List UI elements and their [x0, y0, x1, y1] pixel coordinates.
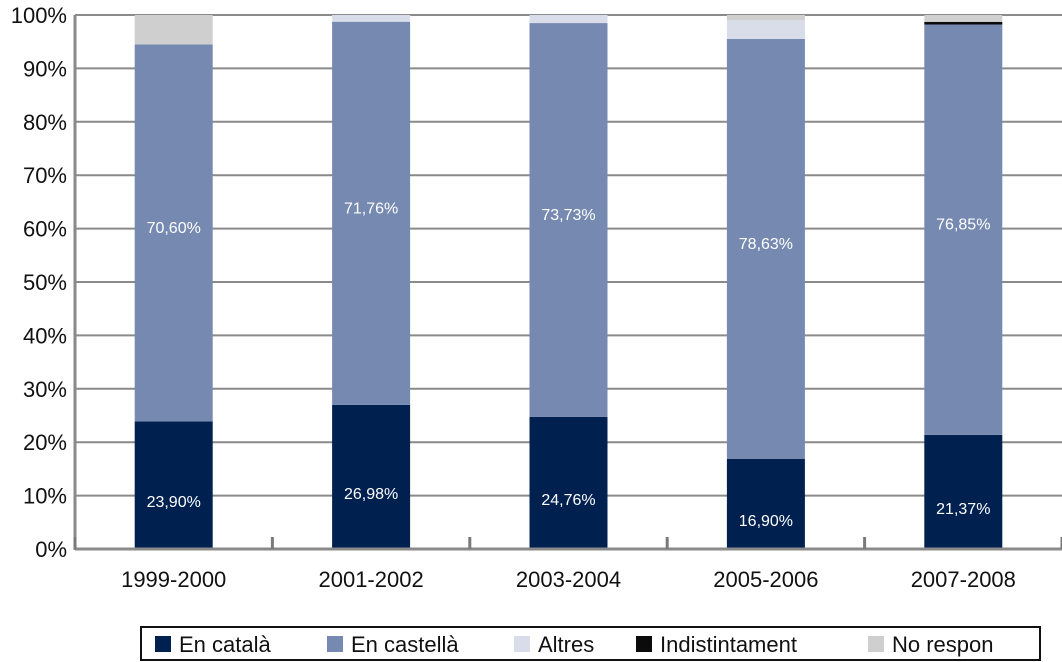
y-tick-label: 100% [11, 3, 67, 28]
data-labels: 23,90% 70,60% 26,98% 71,76% 24,76% 73,73% 16,9… [147, 200, 991, 530]
bar-segment [924, 24, 1003, 435]
bar-segment [726, 458, 805, 549]
data-label: 70,60% [147, 220, 201, 237]
bar-segment [332, 15, 411, 22]
bar-segment [924, 21, 1003, 25]
x-tick-label: 2007-2008 [911, 567, 1016, 592]
data-label: 78,63% [739, 236, 793, 253]
data-label: 73,73% [541, 207, 595, 224]
data-label: 24,76% [541, 492, 595, 509]
bar-segment [726, 20, 805, 39]
data-label: 26,98% [344, 486, 398, 503]
legend-label: Altres [538, 632, 594, 657]
legend-label: En català [179, 632, 271, 657]
y-tick-label: 80% [23, 110, 67, 135]
axes: 0% 10% 20% 30% 40% 50% 60% 70% 80% 90% 100% 1999-20… [11, 3, 1062, 592]
bar-segment [726, 15, 805, 21]
y-tick-label: 50% [23, 270, 67, 295]
y-tick-label: 20% [23, 430, 67, 455]
legend-swatch [327, 636, 343, 652]
legend-swatch [636, 636, 652, 652]
x-tick-label: 2001-2002 [318, 567, 423, 592]
y-tick-label: 40% [23, 323, 67, 348]
legend: En català En castellà Altres Indistintament… [140, 626, 1041, 661]
data-label: 71,76% [344, 200, 398, 217]
bar-segment [924, 434, 1003, 549]
y-tick-label: 70% [23, 163, 67, 188]
y-tick-label: 90% [23, 56, 67, 81]
bar-segment [332, 404, 411, 549]
x-tick-label: 2003-2004 [516, 567, 621, 592]
bars [134, 15, 1003, 549]
x-tick-label: 2005-2006 [713, 567, 818, 592]
data-label: 16,90% [739, 513, 793, 530]
bar-segment [529, 23, 608, 417]
bar-segment [529, 416, 608, 549]
bar-segment [332, 21, 411, 405]
y-tick-label: 0% [35, 537, 67, 562]
legend-label: Indistintament [660, 632, 797, 657]
legend-swatch [155, 636, 171, 652]
bar-segment [726, 38, 805, 459]
legend-swatch [514, 636, 530, 652]
y-tick-label: 30% [23, 377, 67, 402]
bar-segment [529, 15, 608, 24]
bar-segment [924, 15, 1003, 22]
legend-swatch [868, 636, 884, 652]
x-tick-label: 1999-2000 [121, 567, 226, 592]
data-label: 76,85% [936, 217, 990, 234]
y-tick-label: 10% [23, 484, 67, 509]
legend-box [140, 626, 1041, 661]
bar-segment [134, 15, 213, 45]
legend-label: En castellà [351, 632, 459, 657]
bar-segment [134, 44, 213, 422]
data-label: 23,90% [147, 494, 201, 511]
y-tick-label: 60% [23, 217, 67, 242]
legend-label: No respon [892, 632, 994, 657]
data-label: 21,37% [936, 501, 990, 518]
bar-segment [134, 421, 213, 549]
